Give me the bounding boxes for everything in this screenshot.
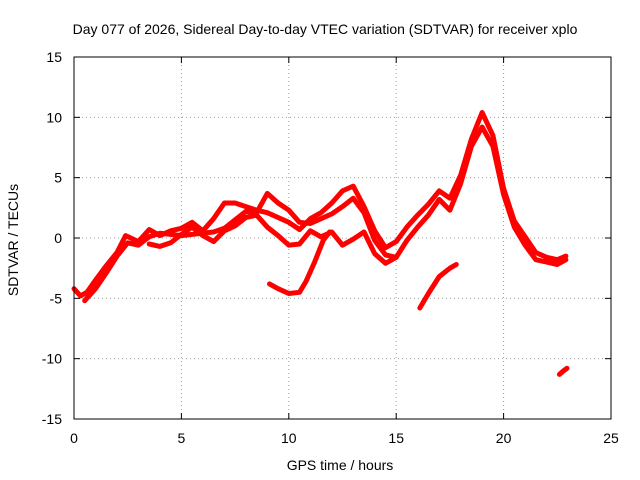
series-track-5 (417, 262, 459, 311)
x-tick-label: 5 (178, 430, 186, 446)
y-tick-label: -10 (42, 351, 62, 367)
y-tick-label: 5 (54, 170, 62, 186)
series-track-4 (267, 229, 333, 296)
x-tick-label: 0 (70, 430, 78, 446)
y-tick-label: 0 (54, 230, 62, 246)
y-axis-label: SDTVAR / TECUs (5, 184, 21, 296)
series-layer (71, 110, 570, 377)
series-track-1 (71, 110, 569, 299)
y-tick-label: 15 (46, 49, 62, 65)
y-tick-label: -5 (50, 290, 63, 306)
x-axis-label: GPS time / hours (287, 457, 394, 473)
x-tick-label: 15 (388, 430, 404, 446)
tick-layer: 0 5 10 15 20 25 -15 -10 -5 0 5 10 15 (42, 49, 619, 446)
chart-title: Day 077 of 2026, Sidereal Day-to-day VTE… (73, 21, 578, 37)
y-tick-label: -15 (42, 411, 62, 427)
y-tick-label: 10 (46, 109, 62, 125)
x-tick-label: 10 (281, 430, 297, 446)
x-tick-label: 25 (603, 430, 619, 446)
series-track-2 (82, 124, 569, 304)
x-tick-label: 20 (496, 430, 512, 446)
series-track-3 (146, 212, 399, 266)
series-track-6 (556, 365, 570, 377)
